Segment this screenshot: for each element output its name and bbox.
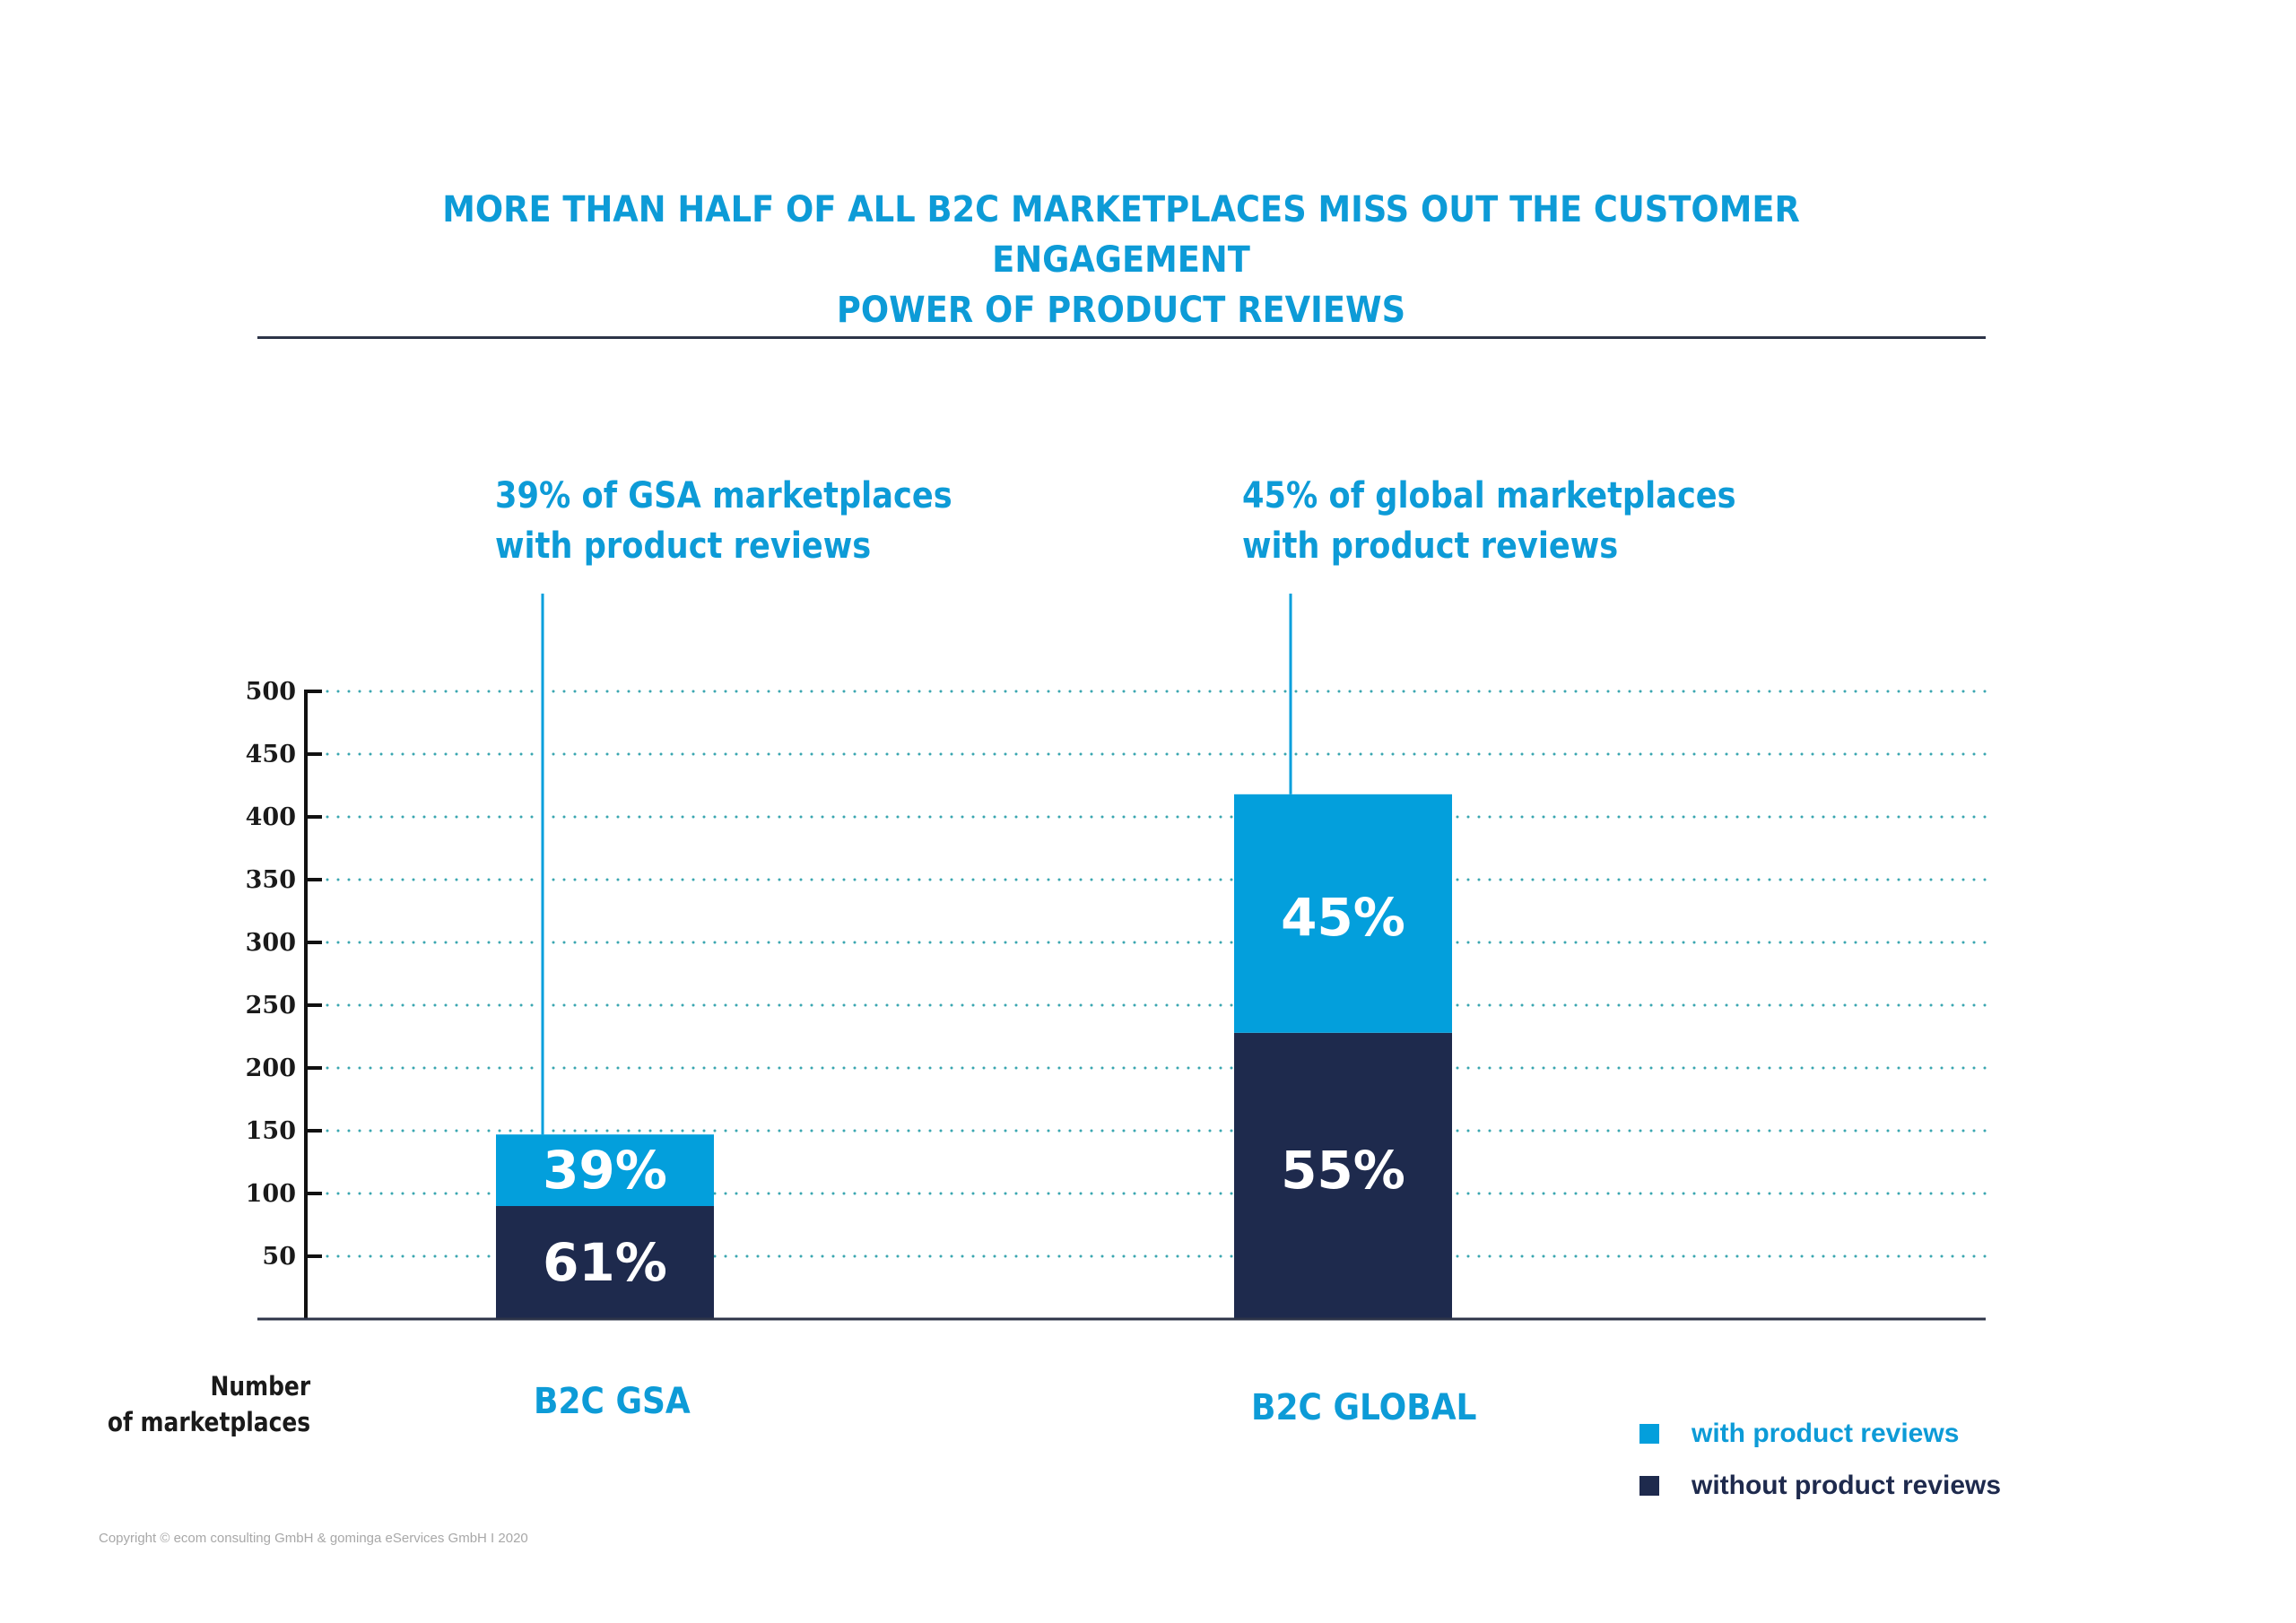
legend-item-without-reviews: without product reviews bbox=[1639, 1460, 2001, 1512]
bar-data-label: 45% bbox=[1281, 887, 1405, 948]
legend-label-without-reviews: without product reviews bbox=[1692, 1471, 2002, 1500]
title-divider bbox=[257, 336, 1986, 339]
legend: with product reviews without product rev… bbox=[1639, 1408, 2001, 1512]
y-tick-label: 400 bbox=[246, 803, 296, 831]
bar-data-label: 55% bbox=[1281, 1140, 1405, 1201]
copyright-notice: Copyright © ecom consulting GmbH & gomin… bbox=[99, 1531, 528, 1546]
legend-swatch-without-reviews bbox=[1639, 1476, 1659, 1496]
chart-title-line1: MORE THAN HALF OF ALL B2C MARKETPLACES M… bbox=[442, 189, 1800, 281]
y-tick-label: 350 bbox=[246, 866, 296, 894]
category-label-gsa: B2C GSA bbox=[534, 1381, 691, 1422]
bar-data-label: 39% bbox=[543, 1140, 667, 1201]
y-tick-label: 100 bbox=[246, 1180, 296, 1208]
bars: 61% 39% 55% 45% bbox=[496, 794, 1452, 1319]
annotation-gsa-line1: 39% of GSA marketplaces bbox=[495, 475, 952, 516]
y-tick-label: 50 bbox=[262, 1243, 296, 1271]
y-tick-label: 300 bbox=[246, 929, 296, 957]
y-tick-label: 500 bbox=[246, 678, 296, 706]
bar-segment-without-reviews bbox=[496, 1206, 714, 1319]
y-axis-title-line1: Number bbox=[210, 1371, 310, 1402]
legend-swatch-with-reviews bbox=[1639, 1424, 1659, 1444]
annotation-gsa-line2: with product reviews bbox=[495, 525, 872, 567]
legend-item-with-reviews: with product reviews bbox=[1639, 1408, 2001, 1460]
leader-lines bbox=[541, 594, 1292, 1135]
category-label-global: B2C GLOBAL bbox=[1251, 1387, 1477, 1428]
y-tick-label: 250 bbox=[246, 992, 296, 1020]
bar-segment-without-reviews bbox=[1234, 1032, 1452, 1319]
annotation-gsa: 39% of GSA marketplaces with product rev… bbox=[495, 471, 952, 571]
chart-title-line2: POWER OF PRODUCT REVIEWS bbox=[836, 290, 1406, 331]
annotation-global-line1: 45% of global marketplaces bbox=[1242, 475, 1736, 516]
y-tick-label: 450 bbox=[246, 741, 296, 768]
y-tick-label: 150 bbox=[246, 1117, 296, 1145]
y-axis: 50 100 150 200 250 300 350 400 450 500 bbox=[246, 678, 1986, 1321]
annotation-global-line2: with product reviews bbox=[1242, 525, 1619, 567]
bar-segment-with-reviews bbox=[496, 1134, 714, 1206]
gridlines bbox=[326, 690, 1987, 1258]
legend-label-with-reviews: with product reviews bbox=[1692, 1419, 1960, 1448]
y-axis-title: Number of marketplaces bbox=[108, 1368, 310, 1440]
bar-data-label: 61% bbox=[543, 1232, 667, 1293]
chart-title: MORE THAN HALF OF ALL B2C MARKETPLACES M… bbox=[321, 185, 1922, 335]
y-tick-label: 200 bbox=[246, 1055, 296, 1082]
y-axis-title-line2: of marketplaces bbox=[107, 1407, 310, 1437]
bar-segment-with-reviews bbox=[1234, 794, 1452, 1033]
annotation-global: 45% of global marketplaces with product … bbox=[1242, 471, 1736, 571]
